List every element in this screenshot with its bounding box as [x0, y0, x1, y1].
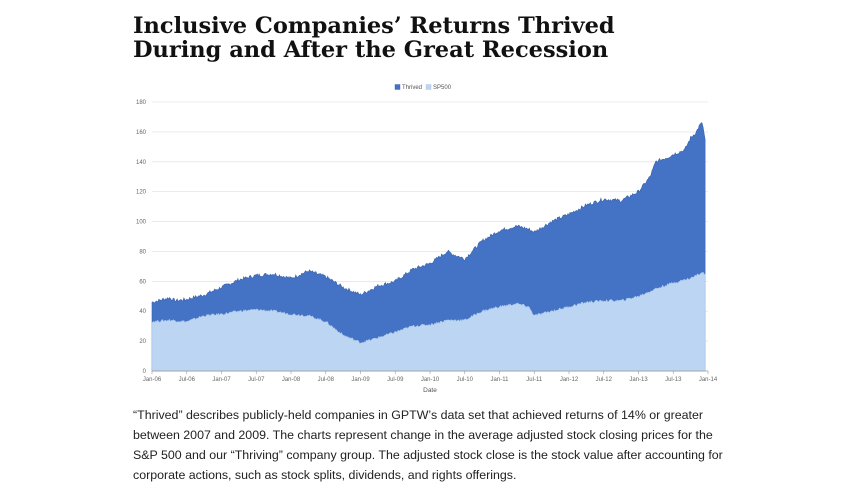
x-tick-label: Jan-12 [560, 377, 579, 383]
chart-legend: Thrived SP500 [394, 84, 452, 91]
x-tick-label: Jul-08 [318, 377, 335, 383]
x-tick-label: Jul-12 [596, 377, 613, 383]
x-tick-label: Jul-11 [526, 377, 543, 383]
legend-swatch-thrived [394, 84, 401, 90]
chart-areas [151, 122, 706, 372]
y-tick-label: 40 [139, 309, 146, 315]
y-tick-label: 180 [136, 100, 147, 106]
area-series-sp500 [151, 271, 706, 372]
x-tick-label: Jan-13 [629, 377, 648, 383]
x-tick-label: Jan-06 [143, 377, 162, 383]
x-tick-label: Jan-07 [212, 377, 231, 383]
chart-title-line-1: Inclusive Companies’ Returns Thrived [133, 13, 615, 39]
x-tick-label: Jan-11 [491, 377, 510, 383]
x-tick-label: Jul-13 [665, 377, 682, 383]
legend-label-sp500: SP500 [433, 85, 452, 91]
x-axis-ticks: Jan-06 Jul-06 Jan-07 Jul-07 Jan-08 Jul-08 Jan-… [143, 371, 718, 383]
legend-swatch-sp500 [425, 84, 432, 90]
x-tick-label: Jul-06 [179, 377, 196, 383]
area-chart: Thrived SP500 0 20 40 60 80 100 120 140 160 180 Ja… [136, 84, 718, 394]
x-tick-label: Jan-10 [421, 377, 440, 383]
y-axis-ticks: 0 20 40 60 80 100 120 140 160 180 [136, 100, 147, 375]
x-tick-label: Jan-14 [699, 377, 718, 383]
y-tick-label: 140 [136, 160, 147, 166]
x-tick-label: Jan-08 [282, 377, 301, 383]
chart-title: Inclusive Companies’ Returns Thrived Dur… [133, 14, 753, 62]
legend-label-thrived: Thrived [402, 85, 422, 91]
chart-title-line-2: During and After the Great Recession [133, 37, 609, 63]
x-tick-label: Jan-09 [351, 377, 370, 383]
y-tick-label: 60 [139, 279, 146, 285]
chart-caption: “Thrived” describes publicly-held compan… [133, 408, 723, 482]
y-tick-label: 100 [136, 220, 147, 226]
y-tick-label: 0 [143, 369, 147, 375]
y-tick-label: 160 [136, 130, 147, 136]
y-tick-label: 120 [136, 190, 147, 196]
x-tick-label: Jul-10 [457, 377, 474, 383]
y-tick-label: 80 [139, 249, 146, 255]
x-axis-label: Date [423, 387, 437, 394]
x-tick-label: Jul-07 [248, 377, 265, 383]
y-tick-label: 20 [139, 339, 146, 345]
x-tick-label: Jul-09 [387, 377, 404, 383]
